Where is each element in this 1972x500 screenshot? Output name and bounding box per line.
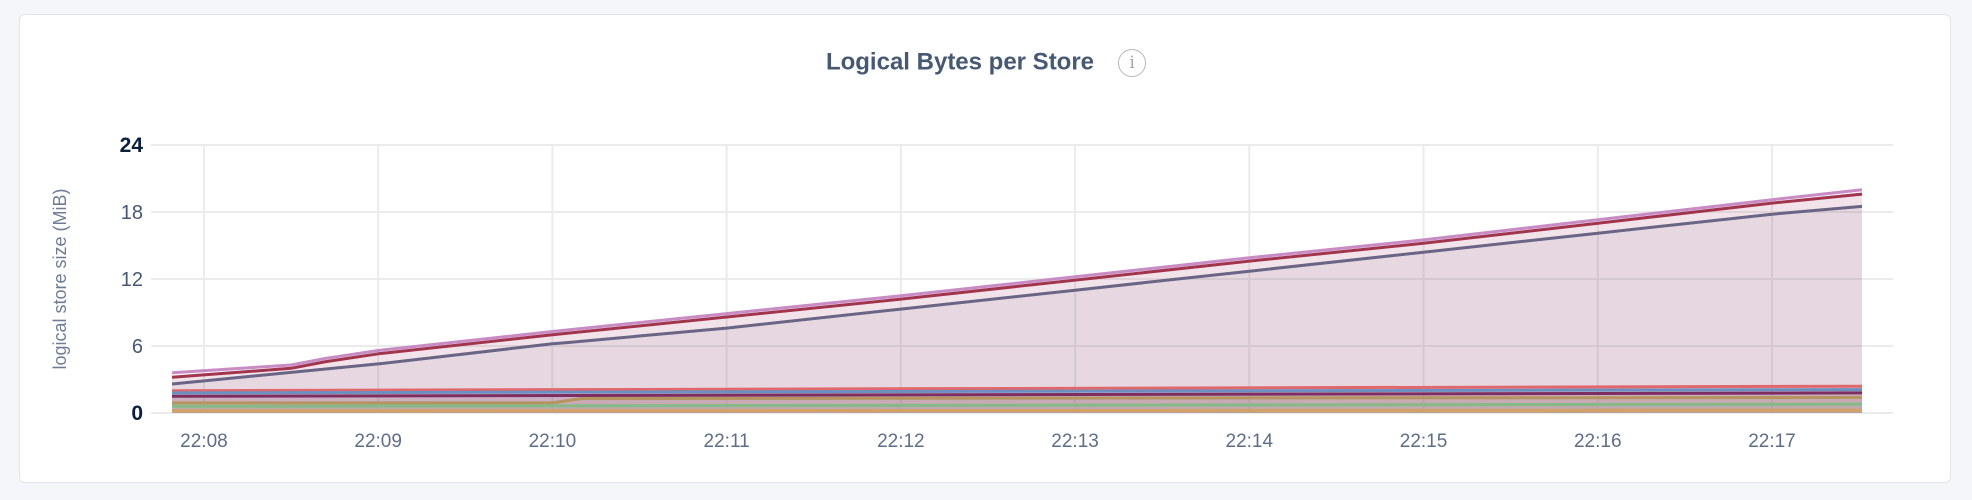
x-tick-label: 22:12 bbox=[877, 431, 925, 452]
info-circle-icon[interactable]: i bbox=[1118, 48, 1147, 77]
x-tick-label: 22:11 bbox=[704, 431, 750, 452]
y-tick-label: 12 bbox=[121, 269, 143, 291]
x-tick-label: 22:14 bbox=[1226, 431, 1274, 452]
series-line-3 bbox=[171, 204, 1863, 386]
x-tick-label: 22:10 bbox=[529, 431, 577, 452]
series-line-9 bbox=[171, 408, 1863, 413]
series-line-7 bbox=[172, 395, 1863, 405]
series-line-2 bbox=[171, 192, 1863, 379]
series-line-4 bbox=[171, 384, 1863, 393]
y-ticks: 0 6 12 18 24 bbox=[120, 134, 144, 425]
y-tick-label: 0 bbox=[131, 402, 143, 425]
series-lines bbox=[171, 188, 1863, 413]
y-tick-label: 24 bbox=[120, 134, 144, 157]
x-tick-label: 22:09 bbox=[354, 431, 402, 452]
x-tick-label: 22:08 bbox=[180, 431, 228, 452]
series-line-8 bbox=[171, 402, 1863, 408]
series-line-1 bbox=[171, 188, 1863, 375]
y-tick-label: 18 bbox=[121, 202, 143, 224]
series-line-5 bbox=[171, 388, 1863, 395]
x-tick-label: 22:13 bbox=[1051, 431, 1099, 452]
x-tick-label: 22:15 bbox=[1400, 431, 1448, 452]
chart-title: Logical Bytes per Store bbox=[825, 48, 1095, 76]
x-ticks: 22:08 22:09 22:10 22:11 22:12 22:13 22:14 22:15… bbox=[180, 431, 1796, 452]
y-tick-label: 6 bbox=[132, 336, 143, 358]
y-axis-label: logical store size (MiB) bbox=[50, 188, 70, 369]
chart-title-row: Logical Bytes per Store i bbox=[0, 48, 1972, 77]
series-line-6 bbox=[171, 391, 1863, 398]
series-area-2 bbox=[172, 194, 1862, 413]
series-area-3 bbox=[172, 206, 1862, 413]
x-tick-label: 22:16 bbox=[1574, 431, 1622, 452]
x-tick-label: 22:17 bbox=[1748, 431, 1796, 452]
series-area-1 bbox=[172, 189, 1862, 413]
